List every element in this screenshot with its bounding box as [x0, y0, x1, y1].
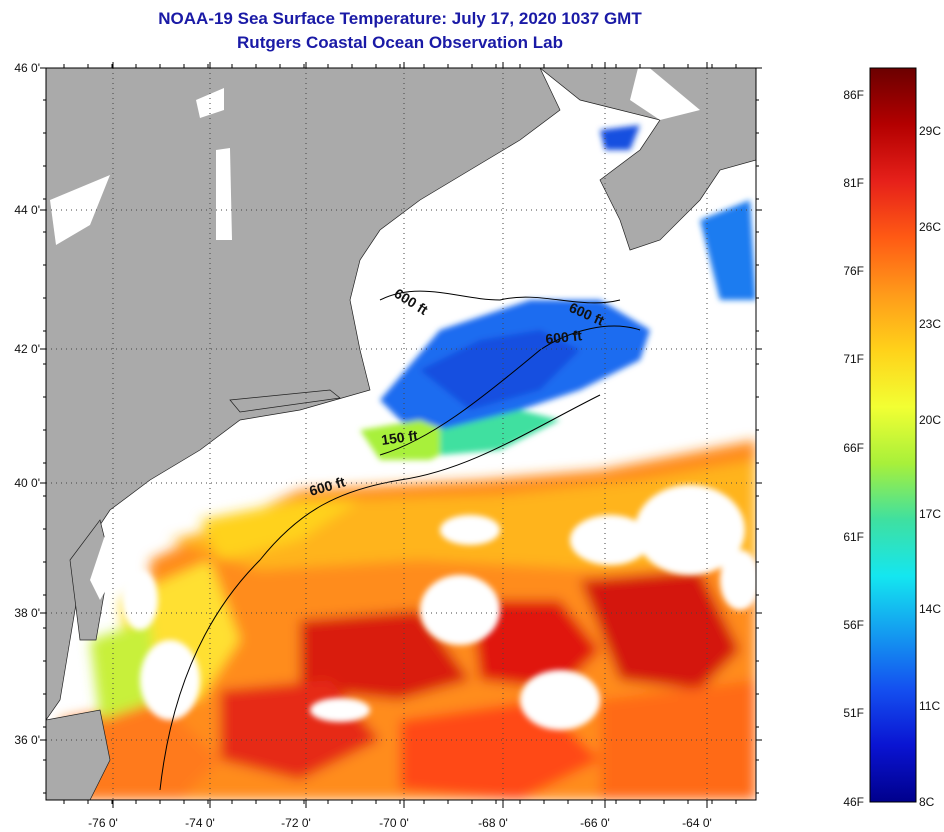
lat-label: 38 0' — [14, 606, 40, 620]
lat-label: 40 0' — [14, 476, 40, 490]
colorbar-label-c: 29C — [919, 124, 941, 138]
colorbar-label-f: 76F — [843, 264, 864, 278]
lon-label: -72 0' — [281, 816, 311, 830]
lon-label: -70 0' — [379, 816, 409, 830]
colorbar-label-f: 56F — [843, 618, 864, 632]
map-title: NOAA-19 Sea Surface Temperature: July 17… — [158, 9, 642, 28]
colorbar-celsius-labels: 29C 26C 23C 20C 17C 14C 11C 8C — [919, 124, 941, 809]
latitude-labels: 46 0' 44 0' 42 0' 40 0' 38 0' 36 0' — [14, 61, 40, 747]
colorbar-label-f: 61F — [843, 530, 864, 544]
colorbar-label-f: 81F — [843, 176, 864, 190]
colorbar-label-c: 20C — [919, 413, 941, 427]
lon-label: -64 0' — [682, 816, 712, 830]
lakes — [50, 68, 700, 600]
colorbar-label-f: 66F — [843, 441, 864, 455]
cloud-cover — [122, 485, 756, 730]
colorbar-label-c: 17C — [919, 507, 941, 521]
axis-ticks — [40, 62, 762, 808]
graticule — [46, 68, 756, 800]
lon-label: -76 0' — [88, 816, 118, 830]
cold-water — [225, 125, 756, 460]
colorbar-label-c: 11C — [919, 699, 940, 713]
isobath-lines — [159, 290, 641, 791]
lat-label: 44 0' — [14, 203, 40, 217]
colorbar-label-c: 8C — [919, 795, 935, 809]
lon-label: -74 0' — [185, 816, 215, 830]
colorbar-label-f: 86F — [843, 88, 864, 102]
lat-label: 46 0' — [14, 61, 40, 75]
lon-label: -68 0' — [478, 816, 508, 830]
lon-label: -66 0' — [580, 816, 610, 830]
colorbar — [869, 67, 917, 803]
map-canvas: 600 ft 600 ft 600 ft 150 ft 600 ft — [46, 68, 756, 800]
map-subtitle: Rutgers Coastal Ocean Observation Lab — [237, 33, 563, 52]
colorbar-label-f: 46F — [843, 795, 864, 809]
lat-label: 42 0' — [14, 342, 40, 356]
isobath-label: 600 ft — [545, 327, 583, 347]
map-frame — [45, 67, 757, 801]
longitude-labels: -76 0' -74 0' -72 0' -70 0' -68 0' -66 0… — [88, 816, 712, 830]
colorbar-label-c: 23C — [919, 317, 941, 331]
colorbar-label-c: 14C — [919, 602, 941, 616]
isobath-label: 150 ft — [380, 427, 419, 448]
colorbar-label-c: 26C — [919, 220, 941, 234]
colorbar-label-f: 51F — [843, 706, 864, 720]
colorbar-label-f: 71F — [843, 352, 864, 366]
colorbar-fahrenheit-labels: 86F 81F 76F 71F 66F 61F 56F 51F 46F — [843, 88, 864, 809]
lat-label: 36 0' — [14, 733, 40, 747]
